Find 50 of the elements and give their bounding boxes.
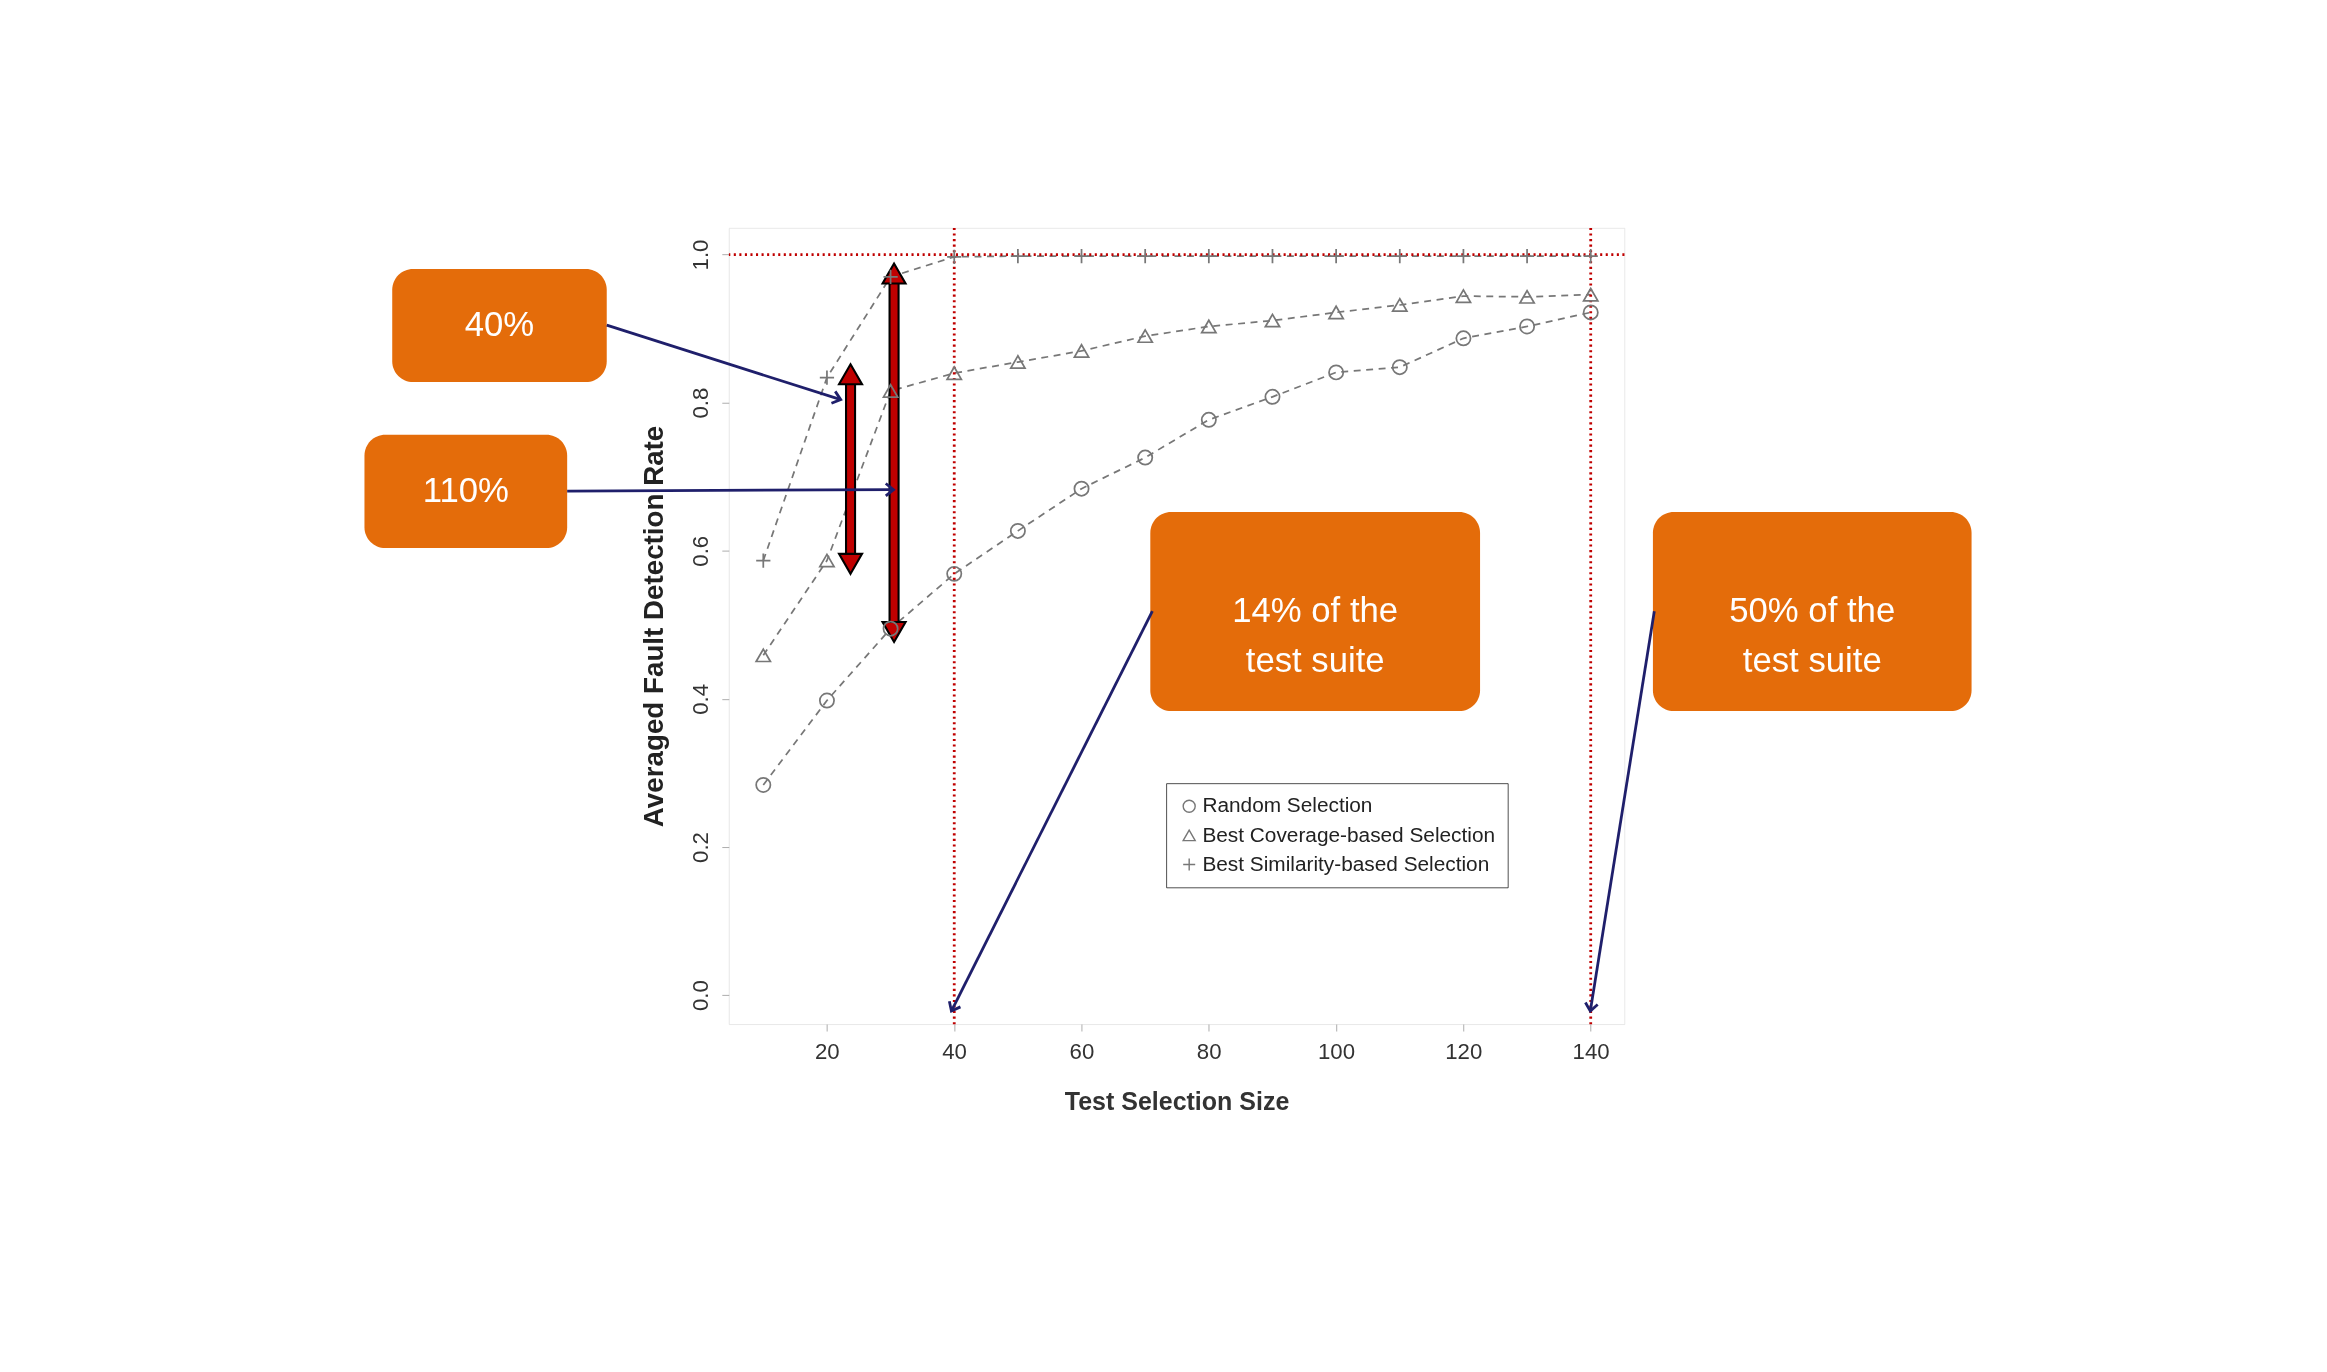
x-tick-label: 140 (1572, 1038, 1610, 1064)
text: 50% of the test suite (1729, 590, 1896, 679)
x-tick-label: 20 (814, 1038, 840, 1064)
y-tick-label: 0.0 (687, 980, 713, 1012)
y-tick-label: 0.2 (687, 832, 713, 863)
point (1582, 287, 1599, 302)
point (1009, 522, 1026, 539)
y-axis-title: Averaged Fault Detection Rate (638, 425, 670, 828)
x-tick-label: 60 (1069, 1038, 1095, 1064)
legend-label: Best Similarity-based Selection (1202, 851, 1490, 875)
point (755, 777, 772, 793)
point (755, 648, 772, 663)
point (1137, 449, 1154, 466)
y-tick-label: 1.0 (687, 239, 713, 271)
x-tick-label: 100 (1317, 1038, 1355, 1064)
point (882, 383, 899, 398)
point (1073, 343, 1090, 358)
point (1391, 359, 1408, 376)
point (1009, 354, 1026, 370)
point (946, 366, 963, 381)
point (1200, 411, 1217, 428)
x-tick-label: 80 (1196, 1038, 1222, 1064)
point (755, 552, 772, 569)
y-tick-label: 0.4 (687, 683, 713, 715)
point (946, 565, 963, 582)
y-tick-label: 0.6 (687, 535, 713, 567)
x-tick-label: 40 (942, 1038, 967, 1064)
legend-label: Random Selection (1202, 793, 1373, 817)
x-axis-title: Test Selection Size (1064, 1086, 1290, 1115)
point (1264, 388, 1281, 405)
point (1391, 297, 1408, 313)
point (1519, 318, 1536, 335)
point (1073, 480, 1090, 497)
text: 110% (422, 470, 509, 509)
point (1137, 329, 1154, 344)
text: 40% (464, 304, 535, 343)
point (818, 553, 835, 568)
y-tick-label: 0.8 (687, 387, 713, 419)
legend-label: Best Coverage-based Selection (1202, 822, 1496, 846)
x-tick-label: 120 (1445, 1038, 1483, 1064)
point (1519, 289, 1536, 304)
point (1582, 304, 1599, 321)
point (1200, 319, 1217, 334)
point (1328, 364, 1345, 381)
point (1455, 330, 1472, 347)
point (1455, 289, 1472, 304)
point (1328, 305, 1345, 320)
point (1264, 313, 1281, 328)
annotation: 14% of the test suite (1232, 590, 1399, 679)
point (818, 692, 835, 709)
